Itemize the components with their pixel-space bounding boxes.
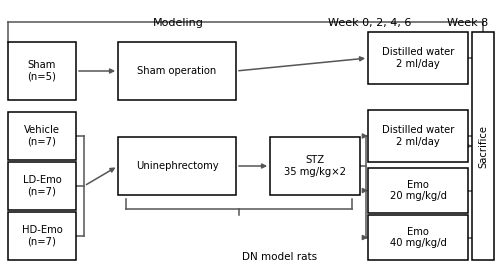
Text: Distilled water
2 ml/day: Distilled water 2 ml/day (382, 47, 454, 69)
FancyBboxPatch shape (368, 32, 468, 84)
Text: Emo
20 mg/kg/d: Emo 20 mg/kg/d (390, 180, 446, 201)
Text: HD-Emo
(n=7): HD-Emo (n=7) (22, 225, 62, 247)
FancyBboxPatch shape (270, 137, 360, 195)
FancyBboxPatch shape (118, 42, 236, 100)
FancyBboxPatch shape (368, 168, 468, 213)
Text: Sham
(n=5): Sham (n=5) (28, 60, 56, 82)
Text: Uninephrectomy: Uninephrectomy (136, 161, 218, 171)
FancyBboxPatch shape (8, 112, 76, 160)
FancyBboxPatch shape (118, 137, 236, 195)
Text: Week 8: Week 8 (448, 18, 488, 28)
Text: Week 0, 2, 4, 6: Week 0, 2, 4, 6 (328, 18, 411, 28)
Text: STZ
35 mg/kg×2: STZ 35 mg/kg×2 (284, 155, 346, 177)
Text: Emo
40 mg/kg/d: Emo 40 mg/kg/d (390, 227, 446, 248)
FancyBboxPatch shape (368, 215, 468, 260)
Text: Distilled water
2 ml/day: Distilled water 2 ml/day (382, 125, 454, 147)
Text: Vehicle
(n=7): Vehicle (n=7) (24, 125, 60, 147)
Text: Sacrifice: Sacrifice (478, 125, 488, 167)
Text: DN model rats: DN model rats (242, 252, 318, 262)
Text: LD-Emo
(n=7): LD-Emo (n=7) (22, 175, 62, 197)
FancyBboxPatch shape (8, 162, 76, 210)
Text: Modeling: Modeling (152, 18, 204, 28)
FancyBboxPatch shape (8, 42, 76, 100)
Text: Sham operation: Sham operation (138, 66, 216, 76)
FancyBboxPatch shape (472, 32, 494, 260)
FancyBboxPatch shape (8, 212, 76, 260)
FancyBboxPatch shape (368, 110, 468, 162)
